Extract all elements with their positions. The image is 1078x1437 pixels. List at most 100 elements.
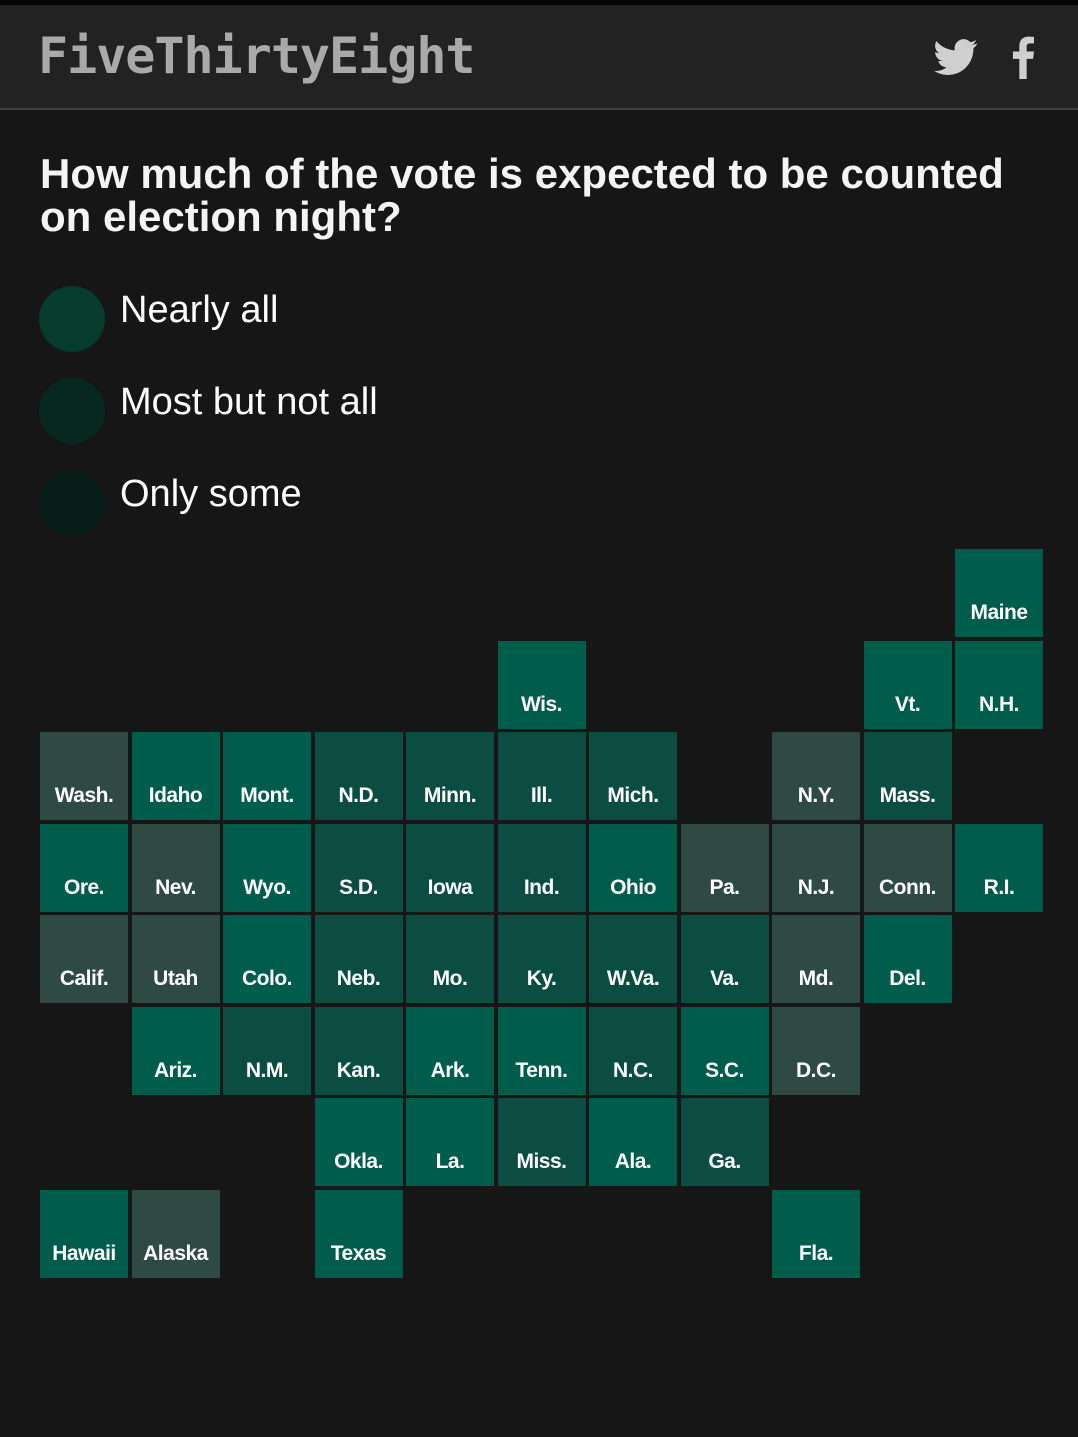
state-tile[interactable]: Wash. <box>40 732 128 820</box>
state-label: Mich. <box>607 784 659 807</box>
state-tile[interactable]: Texas <box>314 1189 403 1278</box>
legend-label: Most but not all <box>120 381 378 423</box>
state-label: S.D. <box>339 875 378 899</box>
state-label: Ind. <box>523 875 560 899</box>
state-label: Ky. <box>526 967 557 990</box>
state-tile[interactable]: Mo. <box>406 915 494 1003</box>
state-tile[interactable]: Ill. <box>497 732 586 820</box>
twitter-icon[interactable] <box>934 35 978 79</box>
state-tile[interactable]: Tenn. <box>497 1006 586 1095</box>
state-tile[interactable]: Hawaii <box>40 1189 128 1278</box>
state-label: Ohio <box>610 875 656 899</box>
site-header: FiveThirtyEight <box>0 5 1078 110</box>
state-tile[interactable]: Ind. <box>497 823 586 912</box>
state-tile[interactable]: N.Y. <box>772 732 860 820</box>
state-tile[interactable]: Mass. <box>863 732 952 820</box>
state-tile[interactable]: S.C. <box>680 1006 769 1095</box>
state-tile[interactable]: Utah <box>131 915 220 1003</box>
state-tile[interactable]: Wyo. <box>223 823 311 912</box>
state-tile[interactable]: Va. <box>680 915 769 1003</box>
state-tile[interactable]: Idaho <box>131 732 220 820</box>
state-tile[interactable]: Conn. <box>863 823 952 912</box>
state-label: Minn. <box>423 784 477 807</box>
state-tile[interactable]: Vt. <box>863 640 952 729</box>
state-label: Conn. <box>879 875 936 899</box>
state-tile[interactable]: Alaska <box>131 1189 220 1278</box>
state-label: R.I. <box>983 875 1015 899</box>
state-tile[interactable]: Mich. <box>589 732 677 820</box>
state-label: W.Va. <box>606 967 660 990</box>
state-label: Ark. <box>430 1058 470 1082</box>
state-label: Wyo. <box>243 875 291 899</box>
state-tile[interactable]: N.M. <box>223 1006 311 1095</box>
state-tile[interactable]: D.C. <box>772 1006 860 1095</box>
state-label: Kan. <box>336 1058 381 1082</box>
legend-swatch <box>39 470 105 536</box>
legend-item-only-some: Only some <box>39 470 539 536</box>
state-tile[interactable]: Ore. <box>40 823 128 912</box>
state-label: Fla. <box>798 1241 834 1265</box>
state-tile[interactable]: Neb. <box>314 915 403 1003</box>
state-tile[interactable]: Miss. <box>497 1098 586 1186</box>
state-tile[interactable]: Kan. <box>314 1006 403 1095</box>
state-label: Mo. <box>432 967 468 990</box>
state-tile[interactable]: N.C. <box>589 1006 677 1095</box>
legend-label: Only some <box>120 473 302 515</box>
legend-label: Nearly all <box>120 289 279 331</box>
site-logo[interactable]: FiveThirtyEight <box>38 27 476 85</box>
state-tile[interactable]: Nev. <box>131 823 220 912</box>
state-label: Va. <box>710 967 739 990</box>
state-tile[interactable]: W.Va. <box>589 915 677 1003</box>
state-label: N.J. <box>797 875 835 899</box>
state-label: N.Y. <box>797 784 835 807</box>
legend-item-most-but-not-all: Most but not all <box>39 378 539 444</box>
state-label: D.C. <box>796 1058 837 1082</box>
state-label: Wis. <box>521 692 562 716</box>
state-tile[interactable]: N.D. <box>314 732 403 820</box>
state-tile[interactable]: Fla. <box>772 1189 860 1278</box>
state-tile[interactable]: S.D. <box>314 823 403 912</box>
state-label: N.D. <box>338 784 380 807</box>
state-tile[interactable]: Ohio <box>589 823 677 912</box>
legend-swatch <box>39 286 105 352</box>
state-label: Okla. <box>334 1150 383 1173</box>
state-tile[interactable]: Maine <box>955 549 1043 637</box>
state-label: S.C. <box>705 1058 744 1082</box>
state-tile[interactable]: La. <box>406 1098 494 1186</box>
state-tile[interactable]: Ark. <box>406 1006 494 1095</box>
state-label: Miss. <box>516 1150 567 1173</box>
state-tile[interactable]: Wis. <box>497 640 586 729</box>
state-tile[interactable]: Mont. <box>223 732 311 820</box>
state-tile[interactable]: Minn. <box>406 732 494 820</box>
state-label: Calif. <box>59 967 109 990</box>
state-tile[interactable]: Pa. <box>680 823 769 912</box>
state-label: Del. <box>889 967 926 990</box>
state-tile[interactable]: Ga. <box>680 1098 769 1186</box>
state-label: La. <box>435 1150 465 1173</box>
state-tile[interactable]: Del. <box>863 915 952 1003</box>
state-tile[interactable]: N.H. <box>955 640 1043 729</box>
facebook-icon[interactable] <box>1010 35 1036 79</box>
state-label: N.C. <box>613 1058 654 1082</box>
legend-swatch <box>39 378 105 444</box>
state-tile[interactable]: R.I. <box>955 823 1043 912</box>
state-tile[interactable]: Okla. <box>314 1098 403 1186</box>
state-tile[interactable]: Calif. <box>40 915 128 1003</box>
state-tile[interactable]: N.J. <box>772 823 860 912</box>
state-tile[interactable]: Md. <box>772 915 860 1003</box>
state-tile[interactable]: Ala. <box>589 1098 677 1186</box>
state-label: N.H. <box>979 692 1020 716</box>
state-label: Maine <box>970 601 1028 624</box>
state-label: Idaho <box>148 784 203 807</box>
state-label: Pa. <box>709 875 740 899</box>
state-tile[interactable]: Colo. <box>223 915 311 1003</box>
state-label: N.M. <box>245 1058 289 1082</box>
state-label: Colo. <box>242 967 293 990</box>
state-label: Mont. <box>240 784 294 807</box>
state-tile[interactable]: Ariz. <box>131 1006 220 1095</box>
top-border <box>0 0 1078 5</box>
state-tile[interactable]: Iowa <box>406 823 494 912</box>
state-tile[interactable]: Ky. <box>497 915 586 1003</box>
state-label: Ala. <box>614 1150 652 1173</box>
